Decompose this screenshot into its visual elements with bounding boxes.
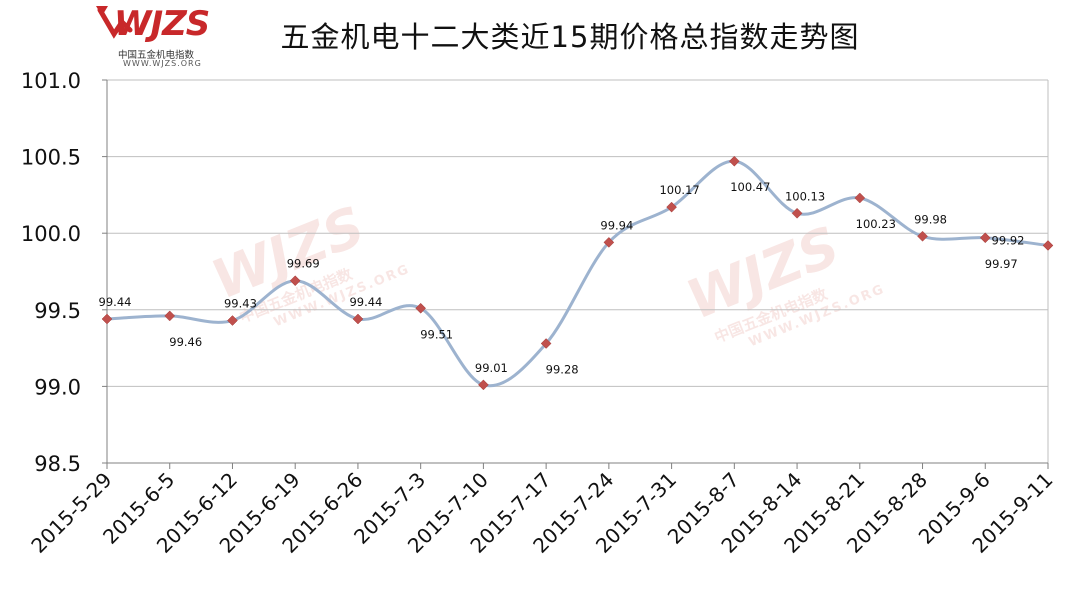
- data-label: 100.47: [730, 180, 770, 194]
- data-label: 99.92: [992, 233, 1025, 247]
- data-label: 99.51: [420, 327, 453, 341]
- wjzs-logo: WJZS 中国五金机电指数 WWW.WJZS.ORG: [96, 4, 214, 70]
- gridlines: [107, 79, 1049, 464]
- data-label: 99.98: [914, 212, 947, 226]
- data-point: [540, 338, 552, 349]
- y-tick-label: 101.0: [21, 69, 81, 93]
- logo-url: WWW.WJZS.ORG: [123, 59, 202, 68]
- data-label: 99.01: [475, 361, 508, 375]
- data-point: [791, 207, 803, 219]
- y-tick-label: 99.5: [34, 299, 81, 323]
- y-axis: 98.5 99.0 99.5 100.0 100.5 101.0: [21, 69, 108, 476]
- data-point: [352, 313, 364, 325]
- data-point: [478, 379, 489, 391]
- data-point: [289, 275, 301, 287]
- data-label: 100.23: [856, 217, 896, 231]
- x-axis: 2015-5-292015-6-52015-6-122015-6-192015-…: [26, 462, 1058, 558]
- y-tick-label: 100.0: [21, 222, 81, 246]
- x-tick-label: 2015-5-29: [26, 468, 116, 558]
- data-label: 99.46: [169, 335, 202, 349]
- data-point: [979, 232, 991, 244]
- data-label: 99.43: [224, 297, 257, 311]
- y-tick-label: 100.5: [21, 146, 81, 170]
- data-point: [728, 155, 740, 167]
- data-point: [917, 230, 928, 242]
- data-label: 99.44: [99, 295, 132, 309]
- data-point: [1042, 240, 1054, 251]
- data-point: [101, 313, 113, 325]
- logo-subtitle: 中国五金机电指数: [118, 50, 195, 61]
- series-line-path: [106, 159, 1049, 388]
- data-label: 100.13: [785, 189, 825, 203]
- data-point: [854, 192, 866, 204]
- data-point: [164, 310, 176, 322]
- data-label: 99.94: [600, 218, 633, 232]
- data-point: [666, 201, 677, 213]
- data-label: 99.97: [985, 257, 1018, 271]
- data-label: 99.69: [287, 257, 320, 271]
- data-label: 99.44: [349, 295, 382, 309]
- y-tick-label: 99.0: [34, 375, 81, 399]
- data-label: 100.17: [659, 183, 699, 197]
- data-point: [227, 315, 238, 326]
- logo-brand: WJZS: [114, 4, 210, 44]
- series-line: [106, 159, 1049, 388]
- logo-arrow-icon: [96, 6, 133, 39]
- data-markers: [101, 155, 1054, 391]
- data-label: 99.28: [546, 363, 579, 377]
- data-point: [603, 237, 615, 248]
- data-point: [415, 302, 427, 314]
- data-labels: 99.44 99.46 99.43 99.69 99.44 99.51 99.01 99.28…: [99, 180, 1025, 376]
- chart-title: 五金机电十二大类近15期价格总指数走势图: [280, 20, 860, 54]
- y-tick-label: 98.5: [34, 452, 81, 476]
